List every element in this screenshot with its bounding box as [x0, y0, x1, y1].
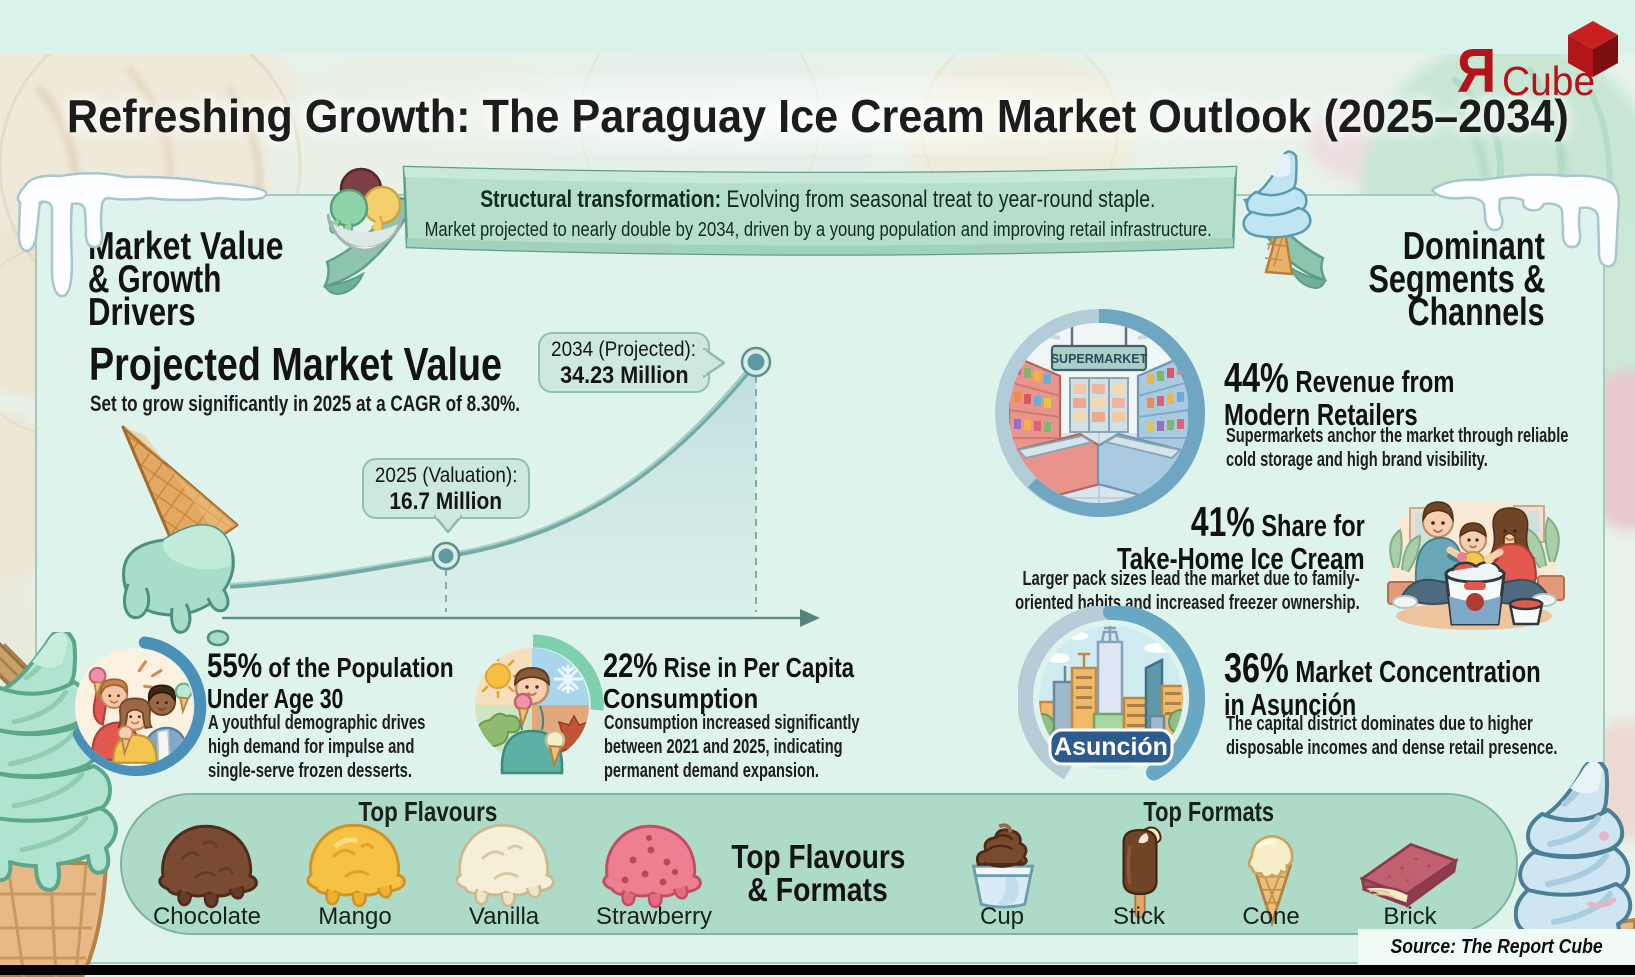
svg-text:Asunción: Asunción — [1054, 733, 1168, 761]
svg-text:SUPERMARKET: SUPERMARKET — [1051, 352, 1148, 366]
